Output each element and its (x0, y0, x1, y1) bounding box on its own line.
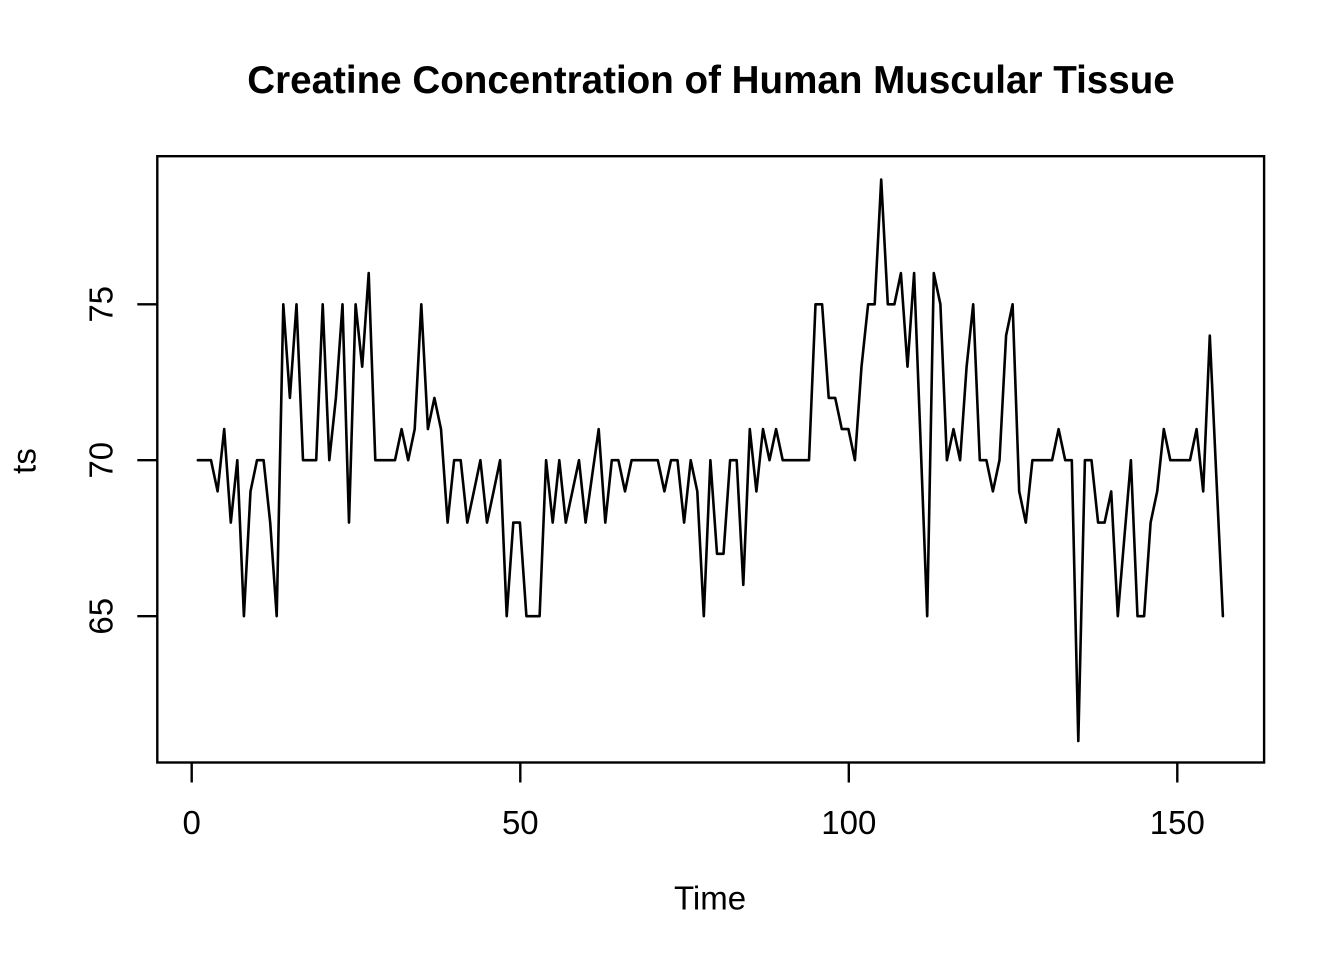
svg-text:100: 100 (821, 804, 876, 841)
svg-text:65: 65 (83, 598, 120, 635)
svg-text:Time: Time (674, 879, 746, 916)
svg-text:50: 50 (502, 804, 539, 841)
svg-text:Creatine Concentration of Huma: Creatine Concentration of Human Muscular… (247, 59, 1174, 102)
svg-text:0: 0 (183, 804, 201, 841)
svg-text:75: 75 (83, 286, 120, 323)
svg-text:ts: ts (5, 448, 42, 474)
svg-text:70: 70 (83, 442, 120, 479)
svg-text:150: 150 (1150, 804, 1205, 841)
